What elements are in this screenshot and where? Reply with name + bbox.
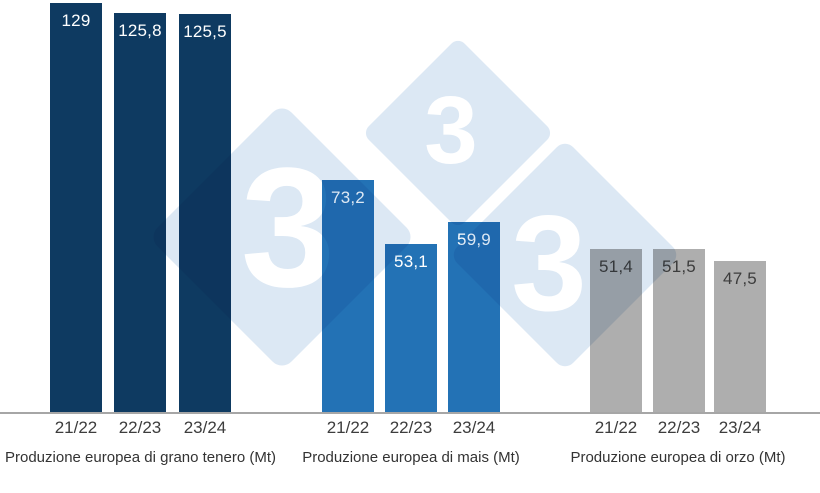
bar-value-label: 51,5 bbox=[662, 257, 696, 276]
x-axis-line bbox=[0, 412, 820, 414]
bar-value-label: 51,4 bbox=[599, 257, 633, 276]
x-tick-label: 23/24 bbox=[718, 418, 762, 437]
bar-group1-22/23 bbox=[114, 13, 166, 412]
watermark-digit-3: 3 bbox=[424, 77, 477, 184]
bar-value-label: 125,8 bbox=[118, 21, 162, 40]
watermark-diamond bbox=[365, 40, 551, 226]
watermark-digit-3: 3 bbox=[511, 187, 587, 339]
x-tick-label: 22/23 bbox=[389, 418, 433, 437]
bar-group1-21/22 bbox=[50, 3, 102, 412]
x-tick-label: 21/22 bbox=[54, 418, 98, 437]
bar-value-label: 73,2 bbox=[331, 188, 365, 207]
group-title: Produzione europea di mais (Mt) bbox=[302, 449, 520, 466]
x-tick-label: 21/22 bbox=[594, 418, 638, 437]
bar-value-label: 53,1 bbox=[394, 252, 428, 271]
x-tick-label: 21/22 bbox=[326, 418, 370, 437]
group-title: Produzione europea di orzo (Mt) bbox=[570, 449, 786, 466]
x-tick-label: 23/24 bbox=[183, 418, 227, 437]
x-tick-label: 22/23 bbox=[118, 418, 162, 437]
x-tick-label: 23/24 bbox=[452, 418, 496, 437]
bar-value-label: 129 bbox=[61, 11, 91, 30]
bar-value-label: 59,9 bbox=[457, 230, 491, 249]
bar-group2-23/24 bbox=[448, 222, 500, 412]
group-title: Produzione europea di grano tenero (Mt) bbox=[5, 449, 276, 466]
bar-group1-23/24 bbox=[179, 14, 231, 412]
bar-value-label: 125,5 bbox=[183, 22, 227, 41]
bar-group3-23/24 bbox=[714, 261, 766, 412]
bar-group2-21/22 bbox=[322, 180, 374, 412]
bar-value-label: 47,5 bbox=[723, 269, 757, 288]
x-tick-label: 22/23 bbox=[657, 418, 701, 437]
